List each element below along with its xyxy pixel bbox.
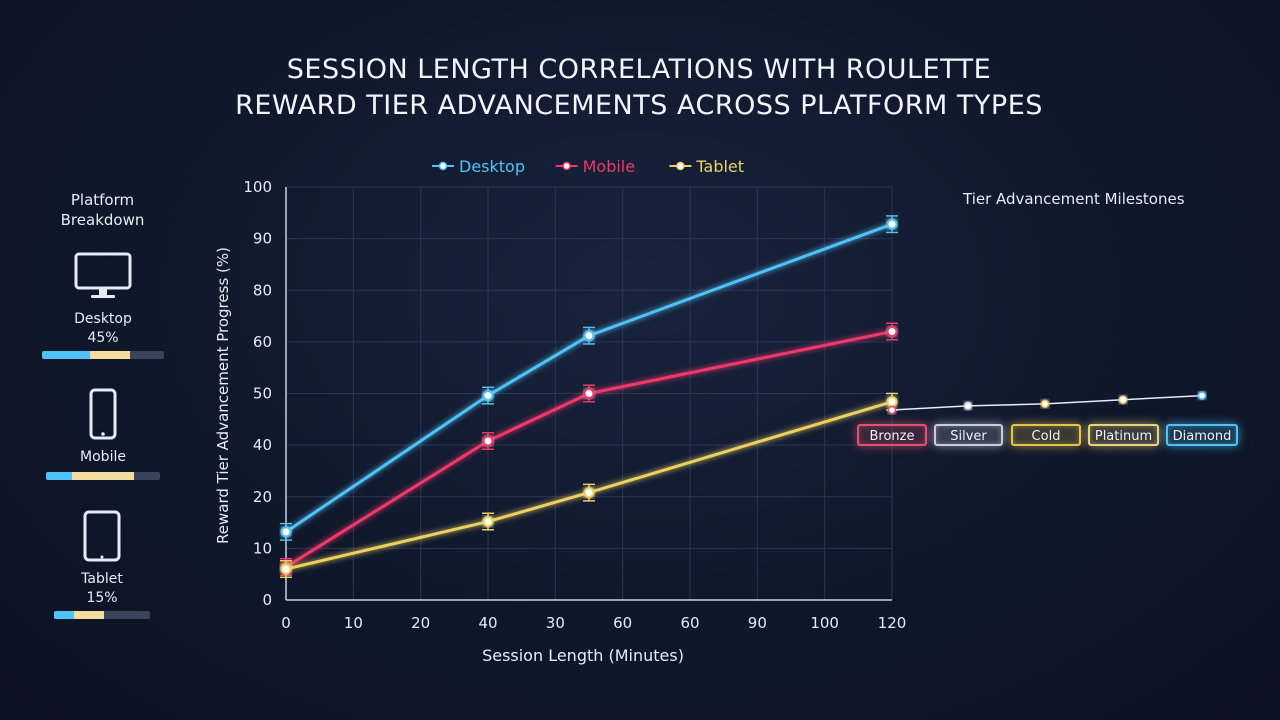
share-segment-primary [42,351,90,359]
share-segment-primary [46,472,72,480]
x-tick-label: 60 [613,614,632,632]
platform-percent-tablet: 15% [86,590,118,606]
legend-marker [438,161,448,171]
data-point-desktop [886,218,898,230]
platform-label-desktop: Desktop [74,311,132,327]
platform-breakdown-title: Platform Breakdown [60,191,145,229]
data-point-tablet [886,396,898,408]
axes: 0 10 20 40 50 60 80 90 100 0 10 20 40 30 60 60 90 100 120 S… [214,178,906,665]
title-line-1: SESSION LENGTH CORRELATIONS WITH ROULETT… [286,54,992,85]
y-tick-label: 80 [253,281,272,299]
monitor-icon [74,252,132,298]
y-tick-label: 100 [243,178,272,196]
y-tick-label: 60 [253,333,272,351]
series-line-desktop [285,222,893,534]
data-point-mobile [583,388,595,399]
platform-share-bar-desktop [42,351,164,359]
platform-share-bar-mobile [46,472,160,480]
y-tick-label: 20 [253,488,272,506]
tier-badge-bronze: Bronze [857,424,927,446]
series-line-mobile [285,330,893,569]
y-tick-label: 40 [253,436,272,454]
platform-desktop: Desktop 45% [42,252,164,359]
data-point-tablet [280,563,292,575]
data-point-desktop [280,526,292,538]
milestone-point [963,401,973,411]
share-segment-secondary [72,472,134,480]
data-point-tablet [482,516,494,528]
tier-badge-silver: Silver [934,424,1003,446]
title-line-2: REWARD TIER ADVANCEMENTS ACROSS PLATFORM… [235,90,1043,121]
platform-mobile: Mobile [46,388,160,480]
milestone-point [887,405,897,415]
milestone-point [1197,391,1207,400]
data-point-mobile [886,326,898,338]
x-tick-label: 60 [680,614,699,632]
y-tick-label: 90 [253,230,272,248]
x-tick-label: 90 [748,614,767,632]
platform-label-mobile: Mobile [80,449,126,465]
platform-label-tablet: Tablet [81,571,123,587]
share-segment-primary [54,611,74,619]
smartphone-icon [89,388,117,440]
platform-tablet: Tablet 15% [54,510,150,619]
tier-badge-cold: Cold [1011,424,1081,446]
legend-label-desktop: Desktop [459,157,525,176]
share-segment-secondary [90,351,130,359]
series [280,215,898,579]
x-tick-label: 10 [344,614,363,632]
platform-share-bar-tablet [54,611,150,619]
data-point-desktop [583,330,595,342]
data-point-tablet [583,487,595,499]
legend-marker [676,161,685,171]
chart-title: SESSION LENGTH CORRELATIONS WITH ROULETT… [0,52,1278,124]
legend-label-tablet: Tablet [695,157,744,176]
series-line-tablet [285,400,893,571]
tablet-icon [83,510,121,562]
x-tick-label: 40 [478,614,497,632]
x-tick-label: 30 [546,614,565,632]
share-segment-secondary [74,611,104,619]
platform-percent-desktop: 45% [87,330,119,346]
data-point-desktop [482,390,494,402]
data-point-mobile [482,435,494,447]
x-tick-label: 120 [878,614,907,632]
legend: Desktop Mobile Tablet [432,157,744,176]
y-tick-label: 0 [262,591,272,609]
milestones-title: Tier Advancement Milestones [963,190,1185,208]
y-axis-label: Reward Tier Advancement Progress (%) [214,247,232,544]
x-tick-label: 100 [810,614,839,632]
x-tick-label: 0 [281,614,291,632]
milestone-point [1118,395,1128,404]
x-axis-label: Session Length (Minutes) [482,646,684,665]
milestone-point [1040,399,1050,409]
tier-badge-diamond: Diamond [1166,424,1238,446]
y-tick-label: 50 [253,385,272,403]
y-tick-label: 10 [253,539,272,557]
legend-label-mobile: Mobile [583,157,635,176]
tier-badge-platinum: Platinum [1088,424,1159,446]
milestone-line [887,391,1207,415]
legend-marker [562,161,571,171]
x-tick-label: 20 [411,614,430,632]
